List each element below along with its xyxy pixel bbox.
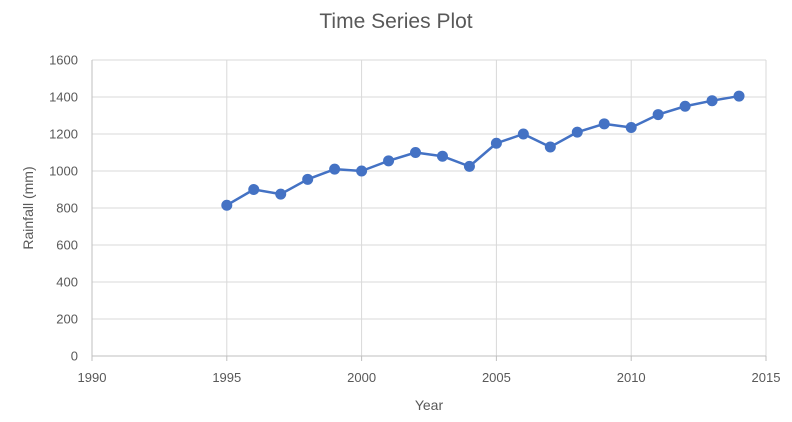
x-tick-label: 2005 — [482, 370, 511, 385]
data-point — [248, 184, 260, 195]
y-tick-label: 400 — [56, 275, 78, 290]
x-tick-label: 1995 — [212, 370, 241, 385]
y-tick-label: 1000 — [49, 164, 78, 179]
y-tick-label: 1600 — [49, 53, 78, 68]
y-tick-label: 0 — [71, 349, 78, 364]
data-point — [410, 147, 422, 158]
y-tick-label: 600 — [56, 238, 78, 253]
x-axis-title: Year — [415, 397, 444, 413]
data-point — [356, 165, 368, 177]
data-point — [517, 128, 529, 140]
data-point — [275, 188, 287, 200]
axes — [91, 60, 767, 361]
x-tick-label: 1990 — [78, 370, 107, 385]
x-tick-label: 2000 — [347, 370, 376, 385]
data-point — [383, 155, 395, 167]
data-point — [706, 95, 718, 107]
tick-labels: 0 200 400 600 800 1000 1200 1400 1600 1990 1995 200… — [49, 53, 780, 386]
grid-lines — [92, 59, 767, 356]
data-point — [625, 122, 637, 134]
data-point — [302, 173, 314, 185]
x-tick-label: 2010 — [617, 370, 646, 385]
data-point — [652, 109, 664, 121]
data-point — [679, 100, 691, 112]
y-tick-label: 1400 — [49, 90, 78, 105]
data-point — [544, 141, 556, 153]
chart-title: Time Series Plot — [319, 10, 473, 33]
y-axis-title: Rainfall (mm) — [20, 166, 36, 249]
y-tick-label: 800 — [56, 201, 78, 216]
x-tick-label: 2015 — [752, 370, 781, 385]
data-point — [571, 126, 583, 138]
data-point — [221, 199, 233, 211]
data-point — [490, 137, 502, 149]
y-tick-label: 200 — [56, 312, 78, 327]
data-point — [436, 150, 448, 162]
y-tick-label: 1200 — [49, 127, 78, 142]
data-point — [329, 163, 341, 175]
series-layer — [221, 90, 745, 211]
data-point — [598, 118, 610, 130]
data-point — [463, 160, 475, 172]
data-point — [733, 90, 745, 102]
